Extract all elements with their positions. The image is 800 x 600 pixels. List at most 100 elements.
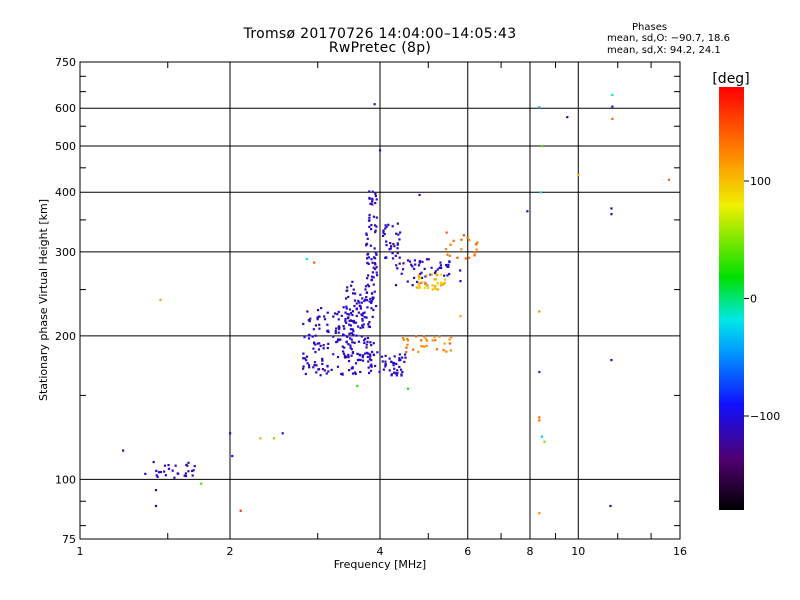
y-tick-label: 100 xyxy=(55,473,76,486)
data-point xyxy=(317,368,320,371)
data-point xyxy=(426,286,430,290)
data-point xyxy=(370,359,373,362)
data-point xyxy=(367,262,370,265)
data-point xyxy=(399,368,403,371)
data-point xyxy=(321,368,325,371)
data-point xyxy=(433,271,437,275)
data-point xyxy=(350,338,353,341)
colorbar xyxy=(719,87,744,510)
data-point xyxy=(577,173,580,177)
data-point xyxy=(396,372,399,375)
data-point xyxy=(405,346,408,349)
data-point xyxy=(382,368,385,371)
data-point xyxy=(326,364,329,368)
data-point xyxy=(371,261,374,264)
data-point xyxy=(372,266,375,269)
data-point xyxy=(306,310,309,313)
data-point xyxy=(334,331,337,334)
data-point xyxy=(351,372,355,375)
data-point xyxy=(443,278,446,281)
data-point xyxy=(370,292,374,295)
data-point xyxy=(452,239,455,242)
data-point xyxy=(351,351,355,354)
data-point xyxy=(342,306,345,309)
data-point xyxy=(369,355,372,358)
data-point xyxy=(425,258,429,261)
data-point xyxy=(366,261,369,265)
data-point xyxy=(352,288,355,291)
data-point xyxy=(436,288,440,291)
data-point xyxy=(322,347,325,350)
data-point xyxy=(366,283,369,286)
data-point xyxy=(173,476,176,479)
data-point xyxy=(420,345,423,348)
data-point xyxy=(384,256,387,259)
data-point xyxy=(385,225,388,228)
data-point xyxy=(370,300,373,303)
data-point xyxy=(336,313,339,316)
data-point xyxy=(538,310,541,313)
data-point xyxy=(336,365,340,368)
data-point xyxy=(354,321,358,324)
data-point xyxy=(367,256,370,259)
x-tick-label: 1 xyxy=(77,545,84,558)
data-point xyxy=(403,353,407,356)
data-point xyxy=(433,286,437,290)
data-point xyxy=(308,320,311,323)
data-point xyxy=(439,264,442,267)
data-point xyxy=(388,369,391,372)
data-point xyxy=(373,103,376,106)
data-point xyxy=(351,328,354,331)
data-point xyxy=(418,193,421,197)
data-point xyxy=(376,351,379,354)
data-point xyxy=(327,330,330,334)
data-point xyxy=(431,288,434,291)
data-point xyxy=(316,318,319,321)
data-point xyxy=(448,254,451,257)
data-point xyxy=(417,286,421,290)
data-point xyxy=(367,323,370,326)
data-point xyxy=(337,331,340,334)
data-point xyxy=(391,252,394,255)
data-point xyxy=(389,247,392,250)
x-tick-label: 16 xyxy=(673,545,687,558)
data-point xyxy=(449,349,452,352)
data-point xyxy=(373,224,377,227)
data-point xyxy=(368,190,371,193)
data-point xyxy=(405,350,408,354)
data-point xyxy=(361,297,364,300)
data-point xyxy=(406,259,410,262)
data-point xyxy=(272,437,276,440)
data-point xyxy=(375,271,378,274)
data-point xyxy=(398,238,401,241)
data-point xyxy=(396,252,399,255)
data-point xyxy=(393,371,396,374)
data-point xyxy=(362,323,365,326)
stats-x-mode: mean, sd,X: 94.2, 24.1 xyxy=(607,45,721,56)
y-tick-label: 300 xyxy=(55,246,76,259)
data-point xyxy=(321,357,324,360)
data-point xyxy=(368,216,371,219)
data-point xyxy=(441,283,444,286)
data-point xyxy=(155,469,158,472)
data-point xyxy=(410,263,413,266)
data-point xyxy=(384,224,387,227)
data-point xyxy=(419,286,422,289)
data-point xyxy=(367,352,370,355)
data-point xyxy=(259,437,262,440)
data-point xyxy=(429,273,432,276)
data-point xyxy=(375,274,379,277)
data-point xyxy=(366,340,369,343)
data-point xyxy=(440,281,443,284)
data-point xyxy=(422,335,425,338)
data-point xyxy=(317,348,321,351)
data-point xyxy=(325,372,328,375)
data-point xyxy=(347,353,350,357)
data-point xyxy=(356,384,359,388)
data-point xyxy=(384,365,387,368)
data-point xyxy=(373,247,376,250)
data-point xyxy=(367,252,370,256)
data-point xyxy=(340,372,343,376)
data-point xyxy=(369,297,372,300)
data-points xyxy=(122,93,671,515)
